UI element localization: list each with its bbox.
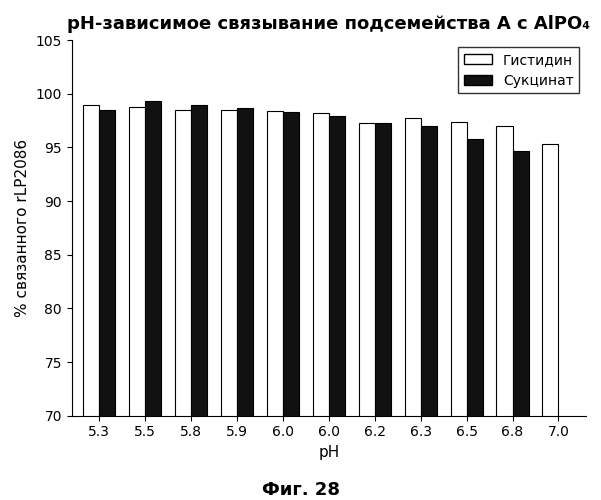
Bar	[542, 144, 558, 500]
Bar	[129, 106, 145, 500]
Bar	[99, 110, 115, 500]
Text: Фиг. 28: Фиг. 28	[261, 481, 340, 499]
Bar	[191, 104, 207, 500]
Bar	[83, 104, 99, 500]
X-axis label: pH: pH	[318, 445, 340, 460]
Bar	[221, 110, 237, 500]
Bar	[421, 126, 437, 500]
Legend: Гистидин, Сукцинат: Гистидин, Сукцинат	[459, 47, 579, 93]
Bar	[496, 126, 513, 500]
Bar	[451, 122, 466, 500]
Y-axis label: % связанного rLP2086: % связанного rLP2086	[15, 139, 30, 317]
Bar	[237, 108, 253, 500]
Bar	[359, 122, 375, 500]
Bar	[466, 139, 483, 500]
Bar	[175, 110, 191, 500]
Bar	[329, 116, 345, 500]
Bar	[283, 112, 299, 500]
Bar	[313, 113, 329, 500]
Bar	[404, 118, 421, 500]
Bar	[375, 122, 391, 500]
Bar	[145, 102, 161, 500]
Title: pH-зависимое связывание подсемейства А с AlPO₄: pH-зависимое связывание подсемейства А с…	[67, 15, 590, 33]
Bar	[267, 111, 283, 500]
Bar	[513, 150, 529, 500]
